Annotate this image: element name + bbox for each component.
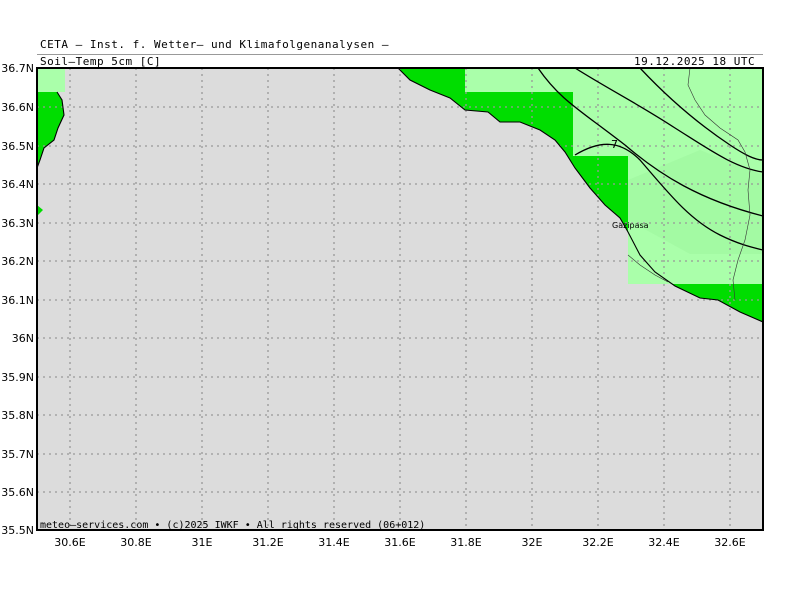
longitude-axis: 30.6E 30.8E 31E 31.2E 31.4E 31.6E 31.8E … — [54, 536, 745, 549]
lon-tick-label: 31.8E — [450, 536, 481, 549]
lat-tick-label: 35.9N — [1, 371, 34, 384]
parameter-label: Soil–Temp_5cm_[C] — [40, 55, 162, 68]
land-west-cell — [37, 68, 65, 92]
coastline-east — [397, 68, 763, 323]
copyright-footer: meteo–services.com • (c)2025 IWKF • All … — [40, 520, 425, 531]
lon-tick-label: 31E — [192, 536, 213, 549]
header-divider — [37, 54, 763, 55]
lat-tick-label: 35.5N — [1, 524, 34, 537]
lon-tick-label: 32.6E — [714, 536, 745, 549]
map-frame — [36, 67, 764, 531]
lat-tick-label: 36.7N — [1, 62, 34, 75]
lon-tick-label: 31.4E — [318, 536, 349, 549]
lat-tick-label: 35.7N — [1, 448, 34, 461]
lat-tick-label: 36.1N — [1, 294, 34, 307]
lat-tick-label: 35.6N — [1, 486, 34, 499]
lat-tick-label: 36.5N — [1, 140, 34, 153]
graticule — [37, 68, 763, 530]
city-label-gazipasa: Gazipasa — [612, 221, 649, 230]
lat-tick-label: 36.2N — [1, 255, 34, 268]
latitude-axis: 36.7N 36.6N 36.5N 36.4N 36.3N 36.2N 36.1… — [1, 62, 34, 537]
isotherm-contours — [537, 68, 763, 251]
lon-tick-label: 31.6E — [384, 536, 415, 549]
lon-tick-label: 31.2E — [252, 536, 283, 549]
lat-tick-label: 35.8N — [1, 409, 34, 422]
lat-tick-label: 36.6N — [1, 101, 34, 114]
lat-tick-label: 36N — [12, 332, 34, 345]
land-west-islet — [37, 205, 43, 216]
lon-tick-label: 32.2E — [582, 536, 613, 549]
lon-tick-label: 32E — [522, 536, 543, 549]
lat-tick-label: 36.3N — [1, 217, 34, 230]
lon-tick-label: 32.4E — [648, 536, 679, 549]
land-mid-cells — [628, 150, 763, 254]
lon-tick-label: 30.8E — [120, 536, 151, 549]
lat-tick-label: 36.4N — [1, 178, 34, 191]
land-light-cells — [465, 68, 763, 284]
admin-borders — [627, 68, 751, 301]
land-west — [37, 92, 64, 168]
map-title: CETA – Inst. f. Wetter– und Klimafolgena… — [40, 38, 390, 51]
lon-tick-label: 30.6E — [54, 536, 85, 549]
coastline-west — [37, 91, 65, 169]
valid-time-label: 19.12.2025 18 UTC — [634, 55, 756, 68]
contour-label: 7 — [611, 138, 618, 151]
